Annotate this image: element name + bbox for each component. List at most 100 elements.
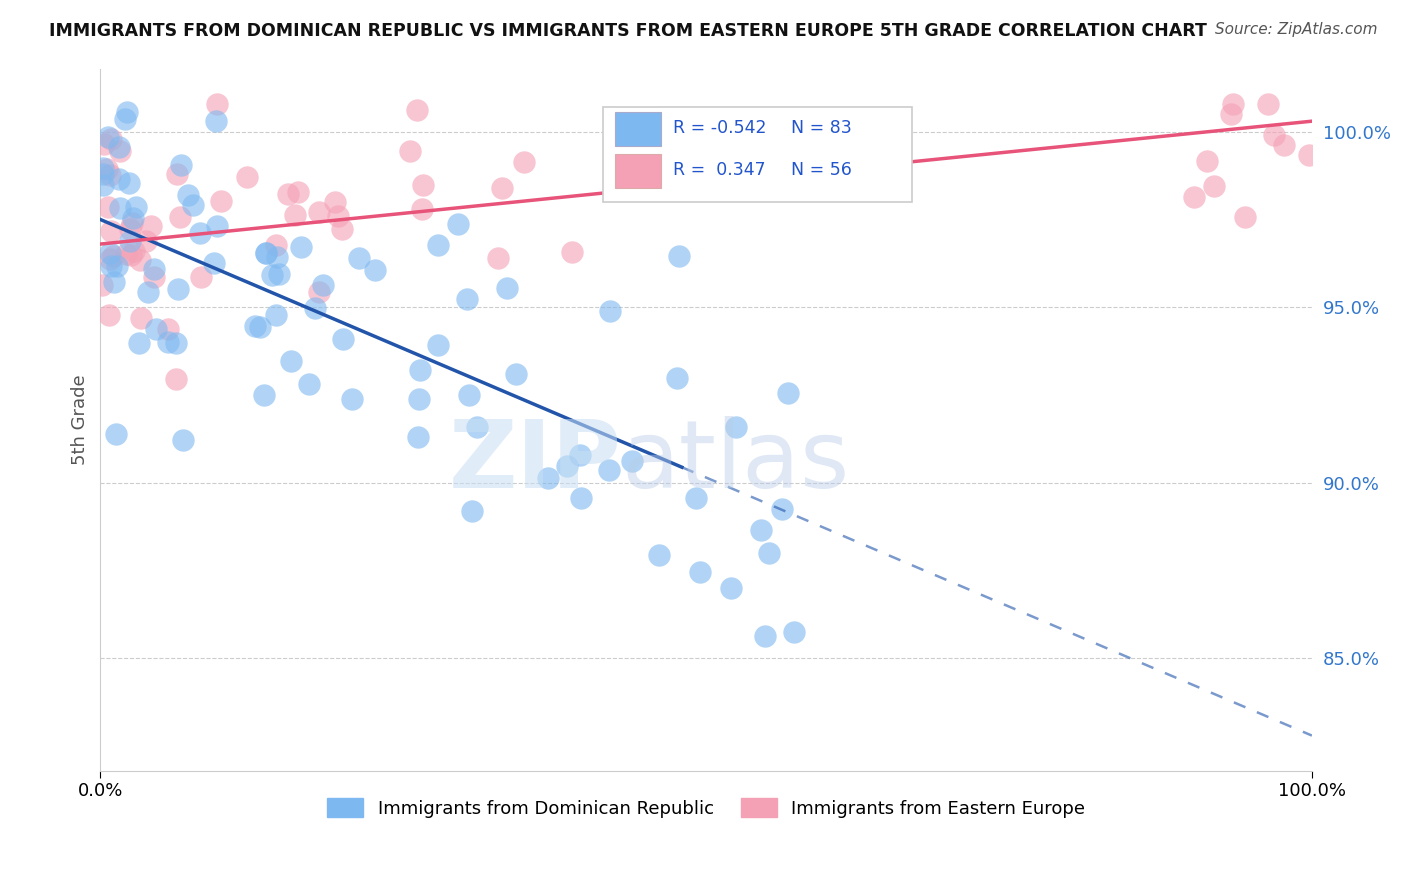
Point <box>332 222 354 236</box>
Point <box>280 353 302 368</box>
Point <box>176 188 198 202</box>
Point <box>253 388 276 402</box>
Point <box>513 155 536 169</box>
Point <box>505 367 527 381</box>
Point <box>298 376 321 391</box>
Point <box>100 132 122 146</box>
Point <box>1204 179 1226 194</box>
Text: Source: ZipAtlas.com: Source: ZipAtlas.com <box>1215 22 1378 37</box>
Text: atlas: atlas <box>621 416 849 508</box>
Point <box>125 200 148 214</box>
Point <box>426 238 449 252</box>
Point <box>118 222 141 236</box>
Point <box>100 224 122 238</box>
Point <box>328 209 350 223</box>
Point <box>666 370 689 384</box>
Point <box>754 629 776 643</box>
Point <box>98 308 121 322</box>
Point <box>129 253 152 268</box>
Point <box>496 281 519 295</box>
Point <box>91 161 114 176</box>
Y-axis label: 5th Grade: 5th Grade <box>72 375 89 465</box>
Point <box>720 581 742 595</box>
Point <box>97 201 120 215</box>
Point <box>412 178 434 192</box>
Point <box>561 244 583 259</box>
FancyBboxPatch shape <box>603 107 912 202</box>
Point <box>136 285 159 299</box>
Point <box>277 186 299 201</box>
Point <box>236 169 259 184</box>
FancyBboxPatch shape <box>616 112 661 145</box>
Point <box>689 565 711 579</box>
Point <box>145 322 167 336</box>
Point <box>758 546 780 560</box>
Point <box>266 308 288 322</box>
Point <box>598 463 620 477</box>
Point <box>183 198 205 212</box>
Point <box>165 335 187 350</box>
Point <box>128 336 150 351</box>
Point <box>207 219 229 233</box>
Point <box>304 301 326 315</box>
Point <box>105 427 128 442</box>
Point <box>1184 190 1206 204</box>
Point <box>91 167 114 181</box>
Point <box>486 252 509 266</box>
Point <box>103 276 125 290</box>
Point <box>458 387 481 401</box>
Point <box>157 321 180 335</box>
Text: R =  0.347: R = 0.347 <box>673 161 766 179</box>
Point <box>749 523 772 537</box>
Point <box>97 129 120 144</box>
Point <box>118 176 141 190</box>
Point <box>537 471 560 485</box>
Point <box>98 245 121 260</box>
Point <box>406 103 429 117</box>
Point <box>349 252 371 266</box>
Point <box>312 277 335 292</box>
Point <box>783 624 806 639</box>
Point <box>135 235 157 249</box>
Point <box>406 430 429 444</box>
Point <box>188 226 211 240</box>
Point <box>204 113 226 128</box>
Point <box>121 216 143 230</box>
Point <box>100 260 122 274</box>
Text: ZIP: ZIP <box>449 416 621 508</box>
Point <box>107 171 129 186</box>
FancyBboxPatch shape <box>616 154 661 188</box>
Point <box>411 202 433 216</box>
Point <box>254 245 277 260</box>
Point <box>122 244 145 258</box>
Point <box>129 311 152 326</box>
Point <box>249 320 271 334</box>
Point <box>202 256 225 270</box>
Point <box>169 211 191 225</box>
Point <box>165 372 187 386</box>
Point <box>93 136 115 151</box>
Point <box>460 504 482 518</box>
Text: IMMIGRANTS FROM DOMINICAN REPUBLIC VS IMMIGRANTS FROM EASTERN EUROPE 5TH GRADE C: IMMIGRANTS FROM DOMINICAN REPUBLIC VS IM… <box>49 22 1208 40</box>
Point <box>408 392 430 406</box>
Point <box>456 292 478 306</box>
Point <box>467 420 489 434</box>
Point <box>107 140 129 154</box>
Point <box>115 247 138 261</box>
Point <box>776 385 799 400</box>
Point <box>96 161 118 176</box>
Point <box>426 337 449 351</box>
Point <box>105 259 128 273</box>
Point <box>166 167 188 181</box>
Point <box>1298 148 1320 162</box>
Point <box>266 250 288 264</box>
Point <box>1272 138 1295 153</box>
Point <box>264 237 287 252</box>
Point <box>170 158 193 172</box>
Point <box>569 448 592 462</box>
Point <box>621 454 644 468</box>
Point <box>98 252 121 267</box>
Point <box>157 335 180 350</box>
Point <box>1195 154 1218 169</box>
Point <box>139 219 162 233</box>
